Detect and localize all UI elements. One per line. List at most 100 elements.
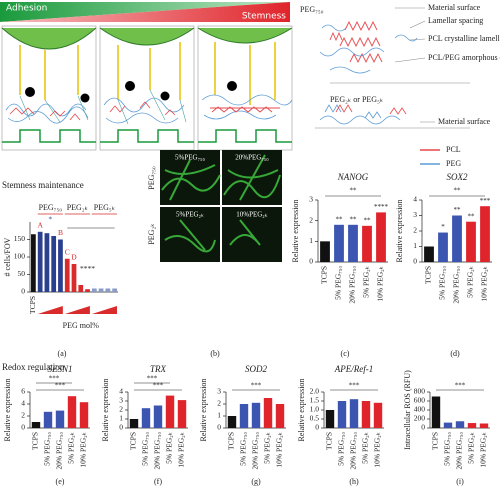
y-tick-label: 2.0 [310,387,320,396]
bar [141,408,151,428]
x-tick-label: 20% PEG₇₅₀ [251,432,260,470]
y-tick-label: 0 [309,257,313,266]
x-tick-label: 20% PEG₇₅₀ [455,432,464,470]
group-label: PEG₇₅₀ [39,203,63,212]
chart-title: NANOG [337,172,369,182]
bar [480,206,490,262]
y-tick-label: 1 [413,241,417,250]
x-tick-label: 20% PEG₇₅₀ [348,266,357,304]
annotation: *** [49,375,60,383]
y-tick-label: 50 [18,269,26,278]
bar [105,288,111,292]
y-tick-label: 0.5 [310,414,320,423]
bar [438,232,448,262]
y-tick-label: 1.5 [310,396,320,405]
y-tick-label: 2 [309,215,313,224]
bar [98,288,104,292]
chart-title: SOX2 [447,172,468,182]
x-tick-label: TCPS [325,432,334,450]
x-tick-label: 20% PEG₇₅₀ [153,432,162,470]
bar [325,410,335,428]
x-tick-label: 10% PEG₂ₖ [376,266,385,302]
y-tick-label: 3 [309,195,313,204]
structure-label: Lamellar spacing [428,16,483,25]
bar [85,289,90,292]
annotation: ** [336,215,344,223]
annotation: *** [480,197,491,205]
x-tick-label: 5% PEG₇₅₀ [334,266,343,300]
x-axis-label: PEG mol% [63,321,100,330]
micrographs [160,150,282,262]
x-tick-label: 10% PEG₂ₖ [479,432,488,468]
y-tick-label: 1.0 [310,405,320,414]
annotation: ** [364,216,372,224]
x-tick-label: 10% PEG₂ₖ [275,432,284,468]
panel-label: (b) [210,349,220,358]
bar [263,398,273,428]
annotation: ** [350,187,358,195]
y-axis-label: # cells/FOV [3,237,12,276]
structure-title: PEG₂ₖ or PEG₅ₖ [330,95,383,104]
y-tick-label: 2 [21,411,25,420]
structure-label: PCL crystalline lamellae [428,34,500,43]
annotation: *** [147,375,158,383]
bar [44,233,50,292]
bar [165,395,175,428]
ramp [64,306,90,314]
x-tick-label: TCPS [431,432,440,450]
chart-title: SOD2 [245,364,267,374]
micrograph-row-label: PEG₂ₖ [147,223,156,244]
y-tick-label: 4 [413,195,417,204]
bar [479,423,489,428]
x-tick-label: 20% PEG₇₅₀ [55,432,64,470]
group-label: PEG₂ₖ [67,203,88,212]
annotation: *** [55,382,66,390]
bar [361,401,371,428]
bar [334,224,344,262]
annotation: *** [349,382,360,390]
bar [64,258,70,292]
chart-title: APE/Ref-1 [334,364,373,374]
cartoon [1,25,293,151]
bar [91,288,97,292]
y-axis-label: Relative expression [101,379,110,442]
y-tick-label: 1 [119,414,123,423]
x-tick-label: 5% PEG₇₅₀ [337,432,346,466]
annotation: * [441,223,445,231]
panel-label: (h) [349,477,359,486]
bar [55,410,65,428]
y-tick-label: 0 [413,257,417,266]
y-tick-label: 0 [21,287,25,296]
y-tick-label: 0 [119,423,123,432]
bar [431,396,441,428]
annotation: **** [374,203,389,211]
x-tick-label: TCPS [31,432,40,450]
bar [275,404,285,428]
annotation: *** [153,382,164,390]
x-tick-label: 5% PEG₇₅₀ [443,432,452,466]
x-tick-label: 10% PEG₂ₖ [177,432,186,468]
bar [177,400,187,428]
legend-label: PEG [446,159,461,168]
micrograph-label: 20%PEG₇₅₀ [235,154,269,162]
x-tick-label: 20% PEG₇₅₀ [452,266,461,304]
panel-label: (a) [58,349,67,358]
bar [251,402,261,428]
bar [31,234,36,292]
y-tick-label: 0 [315,423,319,432]
bar [67,396,77,428]
bar [455,421,465,428]
micrograph-label: 10%PEG₂ₖ [236,211,267,219]
y-tick-label: 0 [421,423,425,432]
annotation: **** [80,264,95,273]
bar [376,212,386,262]
x-tick-label: 5% PEG₇₅₀ [141,432,150,466]
x-tick-label: TCPS [424,266,433,284]
legend-label: PCL [446,145,461,154]
y-axis-label: Relative expression [199,379,208,442]
y-tick-label: 1 [309,236,313,245]
y-tick-label: 600 [414,396,426,405]
y-axis-label: Intracellular ROS (RFU) [403,370,412,450]
structure-label: PCL/PEG amorphous domains [428,53,500,62]
